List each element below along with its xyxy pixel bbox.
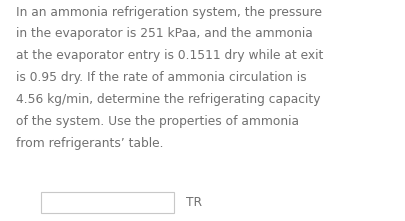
- Text: is 0.95 dry. If the rate of ammonia circulation is: is 0.95 dry. If the rate of ammonia circ…: [16, 71, 307, 84]
- Text: at the evaporator entry is 0.1511 dry while at exit: at the evaporator entry is 0.1511 dry wh…: [16, 49, 324, 62]
- Text: of the system. Use the properties of ammonia: of the system. Use the properties of amm…: [16, 115, 299, 128]
- Text: In an ammonia refrigeration system, the pressure: In an ammonia refrigeration system, the …: [16, 6, 322, 19]
- Text: TR: TR: [186, 196, 202, 209]
- FancyBboxPatch shape: [40, 192, 174, 213]
- Text: in the evaporator is 251 kPaa, and the ammonia: in the evaporator is 251 kPaa, and the a…: [16, 27, 313, 40]
- Text: from refrigerants’ table.: from refrigerants’ table.: [16, 137, 164, 150]
- Text: 4.56 kg/min, determine the refrigerating capacity: 4.56 kg/min, determine the refrigerating…: [16, 93, 321, 106]
